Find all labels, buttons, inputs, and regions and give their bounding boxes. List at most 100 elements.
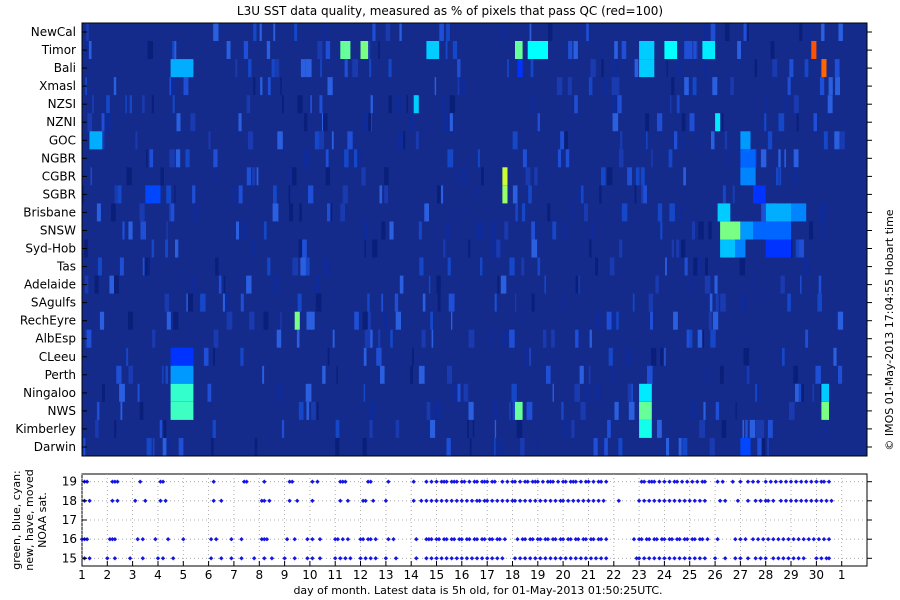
heatmap-texture-stripe	[273, 275, 279, 294]
heatmap-texture-stripe	[168, 203, 171, 222]
heatmap-texture-stripe	[128, 365, 133, 384]
heatmap-texture-stripe	[542, 329, 547, 348]
satellite-point	[771, 498, 776, 503]
heatmap-texture-stripe	[412, 347, 414, 366]
heatmap-texture-stripe	[310, 95, 312, 114]
satellite-point	[697, 556, 703, 561]
satellite-point	[335, 537, 340, 542]
satellite-point	[454, 556, 459, 561]
satellite-point	[783, 498, 789, 503]
heatmap-texture-stripe	[556, 77, 563, 96]
satellite-point	[819, 556, 824, 561]
satellite-point	[479, 479, 485, 484]
satellite-point	[672, 498, 677, 503]
satellite-point	[583, 479, 589, 484]
heatmap-texture-stripe	[494, 419, 497, 438]
heatmap-texture-stripe	[260, 77, 263, 96]
satellite-point	[793, 498, 799, 503]
satellite-point	[591, 498, 596, 503]
satellite-point	[553, 537, 558, 542]
satellite-point	[558, 556, 563, 561]
heatmap-texture-stripe	[447, 257, 451, 276]
x-tick-label: 28	[758, 568, 773, 582]
heatmap-texture-stripe	[142, 95, 145, 114]
heatmap-texture-stripe	[657, 113, 663, 132]
satellite-point	[799, 498, 804, 503]
heatmap-texture-stripe	[213, 23, 219, 41]
heatmap-texture-stripe	[116, 365, 122, 384]
heatmap-texture-stripe	[363, 383, 366, 402]
heatmap-texture-stripe	[95, 419, 99, 438]
satellite-point	[791, 537, 796, 542]
satellite-point	[657, 556, 662, 561]
heatmap-texture-stripe	[165, 239, 168, 258]
satellite-point	[333, 556, 338, 561]
heatmap-texture-stripe	[560, 131, 565, 150]
heatmap-texture-stripe	[800, 275, 802, 294]
satellite-point	[636, 556, 642, 561]
heatmap-texture-stripe	[746, 365, 750, 384]
heatmap-texture-stripe	[330, 203, 333, 222]
heatmap-texture-stripe	[676, 239, 680, 258]
satellite-point	[340, 479, 345, 484]
heatmap-texture-stripe	[384, 311, 388, 330]
heatmap-texture-stripe	[634, 59, 639, 78]
satellite-point	[459, 498, 464, 503]
heatmap-texture-stripe	[817, 293, 822, 312]
heatmap-texture-stripe	[632, 293, 635, 312]
heatmap-texture-stripe	[129, 95, 132, 114]
satellite-point	[155, 556, 161, 561]
satellite-point	[819, 498, 824, 503]
satellite-point	[578, 479, 584, 484]
heatmap-texture-stripe	[363, 347, 367, 366]
satellite-point	[345, 537, 351, 542]
heatmap-cell	[740, 167, 756, 186]
satellite-point	[411, 479, 416, 484]
heatmap-texture-stripe	[679, 203, 681, 222]
heatmap-texture-stripe	[627, 167, 632, 186]
heatmap-texture-stripe	[573, 41, 578, 59]
region-label: RechEyre	[20, 314, 76, 328]
y-tick-label: 17	[62, 513, 77, 527]
satellite-point	[510, 498, 515, 503]
satellite-point	[816, 537, 822, 542]
satellite-point	[631, 537, 637, 542]
satellite-point	[639, 479, 644, 484]
x-tick-label: 5	[179, 568, 187, 582]
x-tick-label: 29	[783, 568, 798, 582]
heatmap-texture-stripe	[509, 401, 512, 420]
heatmap-texture-stripe	[575, 275, 579, 294]
satellite-point	[528, 498, 533, 503]
satellite-point	[338, 479, 343, 484]
heatmap-texture-stripe	[677, 59, 681, 78]
heatmap-texture-stripe	[447, 149, 454, 168]
heatmap-texture-stripe	[664, 347, 666, 366]
region-label: AlbEsp	[35, 332, 76, 346]
heatmap-texture-stripe	[692, 77, 697, 96]
heatmap-texture-stripe	[793, 365, 799, 384]
satellite-point	[434, 556, 439, 561]
heatmap-texture-stripe	[344, 59, 348, 78]
heatmap-texture-stripe	[640, 167, 645, 186]
satellite-point	[677, 537, 682, 542]
heatmap-cell	[170, 59, 194, 78]
satellite-point	[685, 537, 690, 542]
heatmap-cells	[89, 41, 829, 456]
x-tick-label: 13	[378, 568, 393, 582]
heatmap-texture-stripe	[601, 59, 604, 78]
satellite-point	[444, 498, 449, 503]
satellite-point	[647, 479, 652, 484]
heatmap-texture-stripe	[673, 311, 678, 330]
satellite-point	[793, 479, 799, 484]
heatmap-texture-stripe	[722, 185, 726, 204]
heatmap-texture-stripe	[99, 311, 105, 330]
heatmap-texture-stripe	[494, 438, 497, 456]
heatmap-texture-stripe	[819, 203, 825, 222]
heatmap-texture-stripe	[500, 275, 507, 294]
heatmap-texture-stripe	[266, 41, 271, 59]
heatmap-texture-stripe	[390, 329, 393, 348]
heatmap-texture-stripe	[207, 383, 212, 402]
heatmap-texture-stripe	[557, 149, 561, 168]
satellite-point	[360, 537, 366, 542]
heatmap-texture-stripe	[690, 275, 694, 294]
